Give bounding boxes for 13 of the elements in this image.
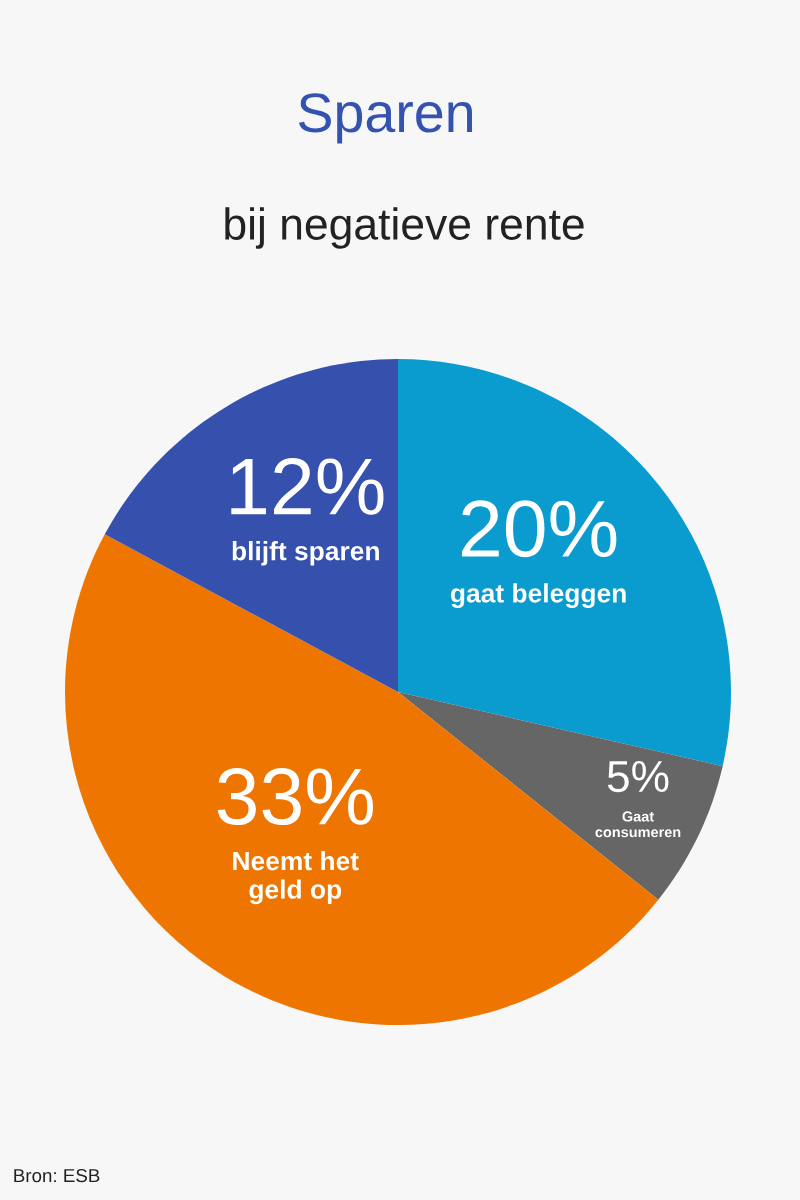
pie-slice [104,359,398,693]
slice-label: blijft sparen [232,541,379,566]
chart-title: Sparen [298,93,472,144]
slice-label: Gaat consumeren [595,811,681,838]
slice-label: Neemt het geld op [233,851,359,905]
text: Bron: ESB [14,1168,100,1183]
slice-label: gaat beleggen [450,583,626,608]
data-label: 12% [231,458,384,515]
data-label: 5% [607,761,669,793]
chart-subtitle: bij negatieve rente [225,207,584,249]
pie-slice [398,692,723,900]
data-label: 20% [462,500,617,558]
data-label: 33% [217,768,374,826]
